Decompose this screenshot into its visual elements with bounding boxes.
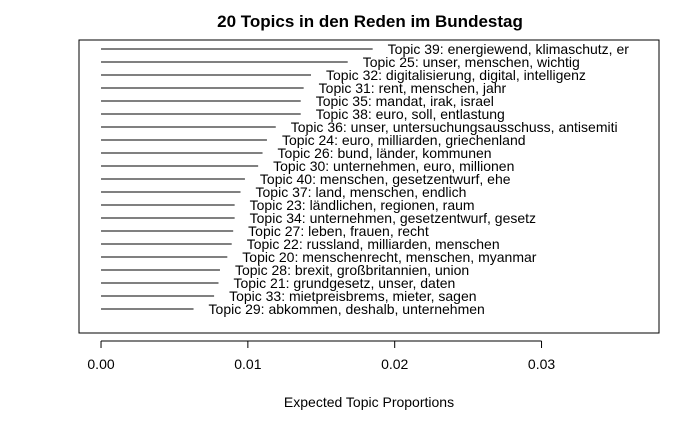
topic-label: Topic 27: leben, frauen, recht: [248, 223, 429, 239]
topic-label: Topic 22: russland, milliarden, menschen: [247, 236, 500, 252]
topic-label: Topic 31: rent, menschen, jahr: [319, 80, 507, 96]
topic-label: Topic 35: mandat, irak, israel: [316, 93, 494, 109]
topic-label: Topic 40: menschen, gesetzentwurf, ehe: [260, 171, 511, 187]
topic-label: Topic 38: euro, soll, entlastung: [316, 106, 505, 122]
topic-label: Topic 34: unternehmen, gesetzentwurf, ge…: [250, 210, 536, 226]
topic-label: Topic 39: energiewend, klimaschutz, er: [388, 41, 630, 57]
topic-label: Topic 20: menschenrecht, menschen, myanm…: [242, 249, 536, 265]
x-tick-label: 0.03: [528, 356, 555, 372]
topic-label: Topic 26: bund, länder, kommunen: [278, 145, 492, 161]
topic-label: Topic 37: land, menschen, endlich: [256, 184, 467, 200]
bar-group: Topic 39: energiewend, klimaschutz, erTo…: [101, 41, 629, 317]
topic-label: Topic 21: grundgesetz, unser, daten: [233, 275, 455, 291]
topic-label: Topic 30: unternehmen, euro, millionen: [273, 158, 514, 174]
x-axis: 0.00 0.01 0.02 0.03: [87, 340, 555, 372]
topic-label: Topic 23: ländlichen, regionen, raum: [250, 197, 475, 213]
topic-label: Topic 32: digitalisierung, digital, inte…: [326, 67, 586, 83]
x-tick-label: 0.01: [234, 356, 261, 372]
topic-label: Topic 25: unser, menschen, wichtig: [363, 54, 580, 70]
topic-label: Topic 29: abkommen, deshalb, unternehmen: [209, 301, 485, 317]
topic-label: Topic 24: euro, milliarden, griechenland: [282, 132, 526, 148]
topic-label: Topic 28: brexit, großbritannien, union: [235, 262, 469, 278]
topic-label: Topic 36: unser, untersuchungsausschuss,…: [291, 119, 618, 135]
x-tick-label: 0.00: [87, 356, 114, 372]
plot-frame: [78, 39, 660, 334]
x-tick-label: 0.02: [381, 356, 408, 372]
x-axis-label: Expected Topic Proportions: [284, 394, 454, 410]
topic-label: Topic 33: mietpreisbrems, mieter, sagen: [229, 288, 476, 304]
chart-title: 20 Topics in den Reden im Bundestag: [217, 12, 523, 31]
